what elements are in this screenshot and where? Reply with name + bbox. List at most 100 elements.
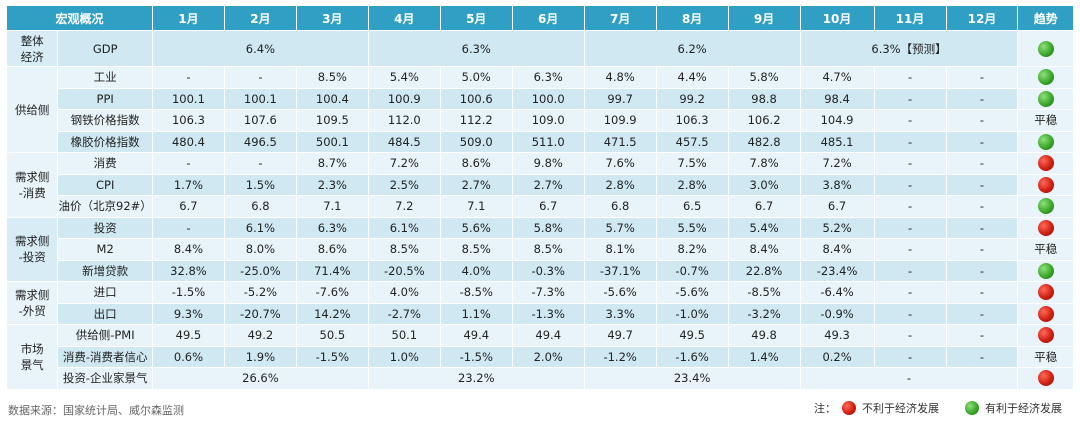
gdp-q1: 6.4%: [151, 30, 369, 67]
value-cell: 3.8%: [799, 173, 875, 196]
value-cell: -7.3%: [511, 281, 585, 304]
value-cell: -0.3%: [511, 259, 585, 282]
value-cell: 112.2: [439, 109, 513, 132]
value-cell: 5.4%: [727, 216, 801, 239]
legend-red-label: 不利于经济发展: [862, 402, 939, 415]
value-cell: 100.6: [439, 87, 513, 110]
value-cell: -5.6%: [583, 281, 657, 304]
red-dot-icon: [1037, 327, 1054, 344]
value-cell: 49.2: [223, 324, 297, 347]
green-dot-icon: [1037, 40, 1054, 57]
table-row: 需求侧 -外贸 进口 -1.5% -5.2% -7.6% 4.0% -8.5% -7.3% -5…: [5, 281, 1074, 325]
value-cell: -: [873, 66, 947, 89]
value-cell: 100.1: [151, 87, 225, 110]
value-cell: 22.8%: [727, 259, 801, 282]
gdp-row: 整体 经济 GDP 6.4% 6.3% 6.2% 6.3%【预测】: [5, 30, 1074, 67]
row-label: 出口: [57, 302, 153, 325]
row-label: CPI: [57, 173, 153, 196]
value-cell: 8.4%: [727, 238, 801, 261]
value-cell: -: [945, 345, 1019, 368]
value-cell: -: [873, 259, 947, 282]
trend-text: 平稳: [1034, 242, 1058, 257]
value-cell: 49.8: [727, 324, 801, 347]
value-cell: 6.7: [727, 195, 801, 218]
value-cell: -25.0%: [223, 259, 297, 282]
row-label: 钢铁价格指数: [57, 109, 153, 132]
value-cell: -: [945, 152, 1019, 175]
value-cell: 496.5: [223, 130, 297, 153]
value-cell: 2.0%: [511, 345, 585, 368]
value-cell: 5.2%: [799, 216, 875, 239]
value-cell: 8.5%: [439, 238, 513, 261]
value-cell: 7.2%: [367, 152, 441, 175]
value-cell: -: [151, 152, 225, 175]
value-cell: 0.2%: [799, 345, 875, 368]
category-demand-consume: 需求侧 -消费: [5, 152, 59, 218]
business-confidence-q2: 23.2%: [367, 367, 585, 390]
value-cell: 49.7: [583, 324, 657, 347]
value-cell: -: [223, 66, 297, 89]
category-overall: 整体 经济: [5, 30, 59, 67]
value-cell: -6.4%: [799, 281, 875, 304]
header-month: 4月: [367, 5, 441, 31]
value-cell: 2.8%: [583, 173, 657, 196]
trend-text: 平稳: [1034, 113, 1058, 128]
table-row: 供给侧 工业 - -8.5% 5.4% 5.0% 6.3% 4.8% 4.4% 5.8% 4.7% -…: [5, 66, 1074, 153]
value-cell: 8.0%: [223, 238, 297, 261]
value-cell: -: [873, 109, 947, 132]
value-cell: 8.5%: [367, 238, 441, 261]
green-dot-icon: [1037, 198, 1054, 215]
value-cell: -5.6%: [655, 281, 729, 304]
gdp-q2: 6.3%: [367, 30, 585, 67]
green-dot-icon: [1037, 90, 1054, 107]
value-cell: 107.6: [223, 109, 297, 132]
value-cell: 4.8%: [583, 66, 657, 89]
trend-cell: 平稳: [1017, 109, 1074, 132]
table-row: M2 8.4% 8.0% 8.6% 8.5% 8.5% 8.5% 8.1% 8.2% 8.4% 8.…: [7, 238, 1074, 261]
value-cell: -20.7%: [223, 302, 297, 325]
value-cell: 109.9: [583, 109, 657, 132]
header-month: 1月: [151, 5, 225, 31]
value-cell: 98.8: [727, 87, 801, 110]
value-cell: 2.5%: [367, 173, 441, 196]
row-label: M2: [57, 238, 153, 261]
value-cell: -: [945, 324, 1019, 347]
value-cell: 8.5%: [295, 66, 369, 89]
value-cell: -37.1%: [583, 259, 657, 282]
value-cell: 1.7%: [151, 173, 225, 196]
value-cell: -0.9%: [799, 302, 875, 325]
value-cell: -: [873, 195, 947, 218]
value-cell: -: [945, 173, 1019, 196]
red-dot-icon: [1037, 219, 1054, 236]
value-cell: 49.5: [151, 324, 225, 347]
value-cell: 49.3: [799, 324, 875, 347]
red-dot-icon: [1037, 284, 1054, 301]
value-cell: -: [945, 216, 1019, 239]
value-cell: 7.2%: [799, 152, 875, 175]
value-cell: 106.3: [151, 109, 225, 132]
value-cell: 8.6%: [439, 152, 513, 175]
row-label: 供给侧-PMI: [57, 324, 153, 347]
value-cell: -23.4%: [799, 259, 875, 282]
value-cell: -: [873, 324, 947, 347]
row-label: PPI: [57, 87, 153, 110]
trend-cell: 平稳: [1017, 345, 1074, 368]
category-demand-trade: 需求侧 -外贸: [5, 281, 59, 325]
table-row: 出口 9.3% -20.7% 14.2% -2.7% 1.1% -1.3% 3.3% -1.0%…: [7, 302, 1074, 325]
value-cell: -1.5%: [439, 345, 513, 368]
value-cell: 100.1: [223, 87, 297, 110]
category-demand-invest: 需求侧 -投资: [5, 216, 59, 282]
row-label: 新增贷款: [57, 259, 153, 282]
header-month: 7月: [583, 5, 657, 31]
value-cell: -8.5%: [727, 281, 801, 304]
value-cell: 2.8%: [655, 173, 729, 196]
value-cell: 7.5%: [655, 152, 729, 175]
business-confidence-row: 投资-企业家景气 26.6% 23.2% 23.4% -: [7, 367, 1074, 390]
value-cell: 112.0: [367, 109, 441, 132]
header-month: 5月: [439, 5, 513, 31]
value-cell: 8.7%: [295, 152, 369, 175]
value-cell: -20.5%: [367, 259, 441, 282]
value-cell: -1.6%: [655, 345, 729, 368]
header-trend: 趋势: [1017, 5, 1074, 31]
trend-cell: [1017, 195, 1074, 218]
